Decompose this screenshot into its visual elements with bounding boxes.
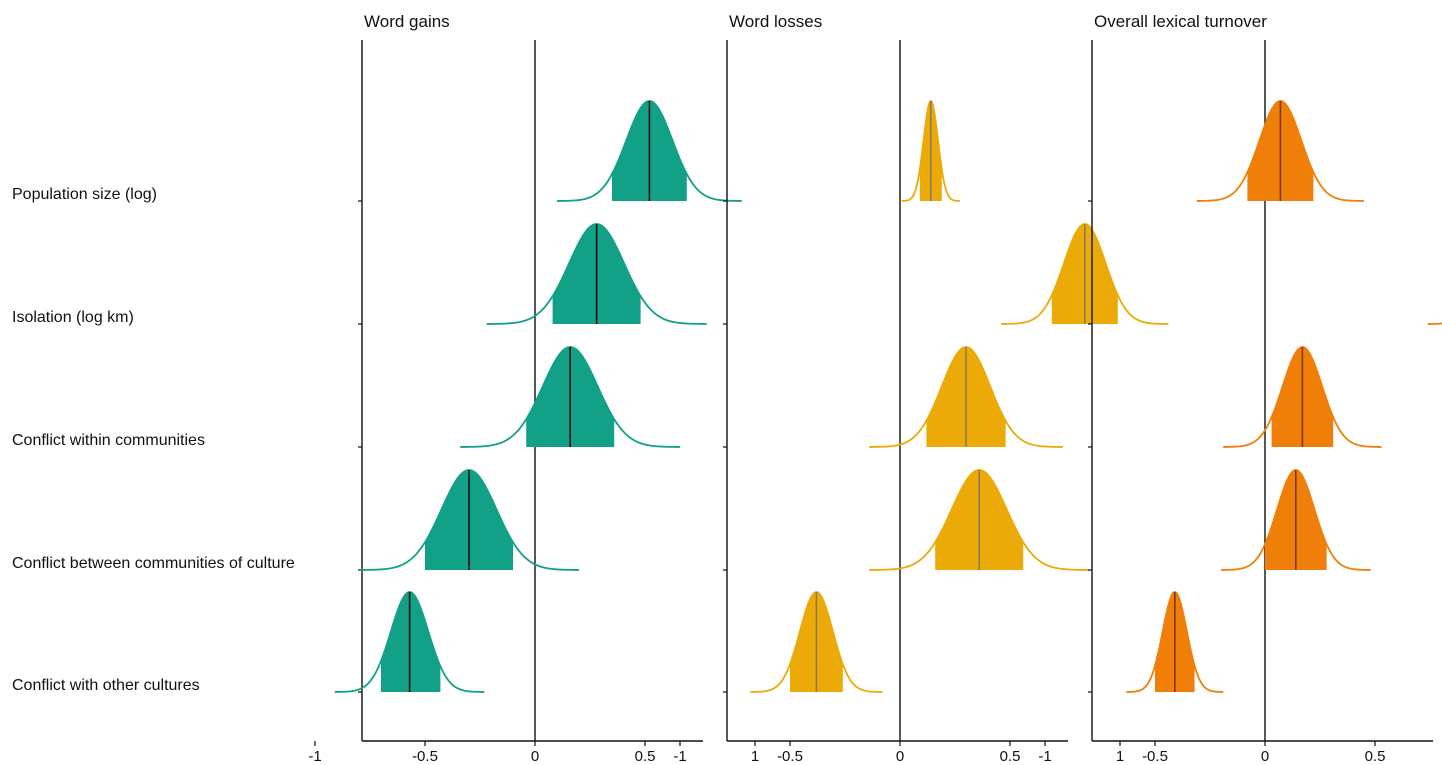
x-tick-label: 0.5 <box>1000 748 1021 765</box>
density-curve <box>1427 322 1442 325</box>
panel-overall-lexical-turnover: Overall lexical turnover -1 -0.5 0 0.5 1 <box>1038 12 1442 765</box>
x-tick-label: 0 <box>896 748 904 765</box>
x-tick-label: -1 <box>673 748 686 765</box>
x-tick-label: -0.5 <box>777 748 803 765</box>
x-tick-label: -1 <box>308 748 321 765</box>
panel-word-losses: Word losses -1 -0.5 0 0.5 1 <box>673 12 1169 765</box>
panel-word-gains: Word gains -1 -0.5 0 0.5 1 <box>308 12 759 765</box>
row-labels: Population size (log) Isolation (log km) C… <box>12 186 295 694</box>
x-tick-label: 0.5 <box>1365 748 1386 765</box>
x-tick-label: 1 <box>1116 748 1124 765</box>
row-label: Conflict with other cultures <box>12 677 200 694</box>
panel-title: Word gains <box>364 12 450 31</box>
x-tick-label: -0.5 <box>1142 748 1168 765</box>
row-label: Population size (log) <box>12 186 157 203</box>
x-tick-label: 0 <box>1261 748 1269 765</box>
x-tick-label: -0.5 <box>412 748 438 765</box>
x-tick-label: 1 <box>751 748 759 765</box>
x-tick-label: 0 <box>531 748 539 765</box>
row-label: Isolation (log km) <box>12 309 134 326</box>
row-label: Conflict within communities <box>12 432 205 449</box>
x-tick-label: -1 <box>1038 748 1051 765</box>
panel-title: Word losses <box>729 12 822 31</box>
panel-title: Overall lexical turnover <box>1094 12 1267 31</box>
row-label: Conflict between communities of culture <box>12 555 295 572</box>
x-tick-label: 0.5 <box>635 748 656 765</box>
